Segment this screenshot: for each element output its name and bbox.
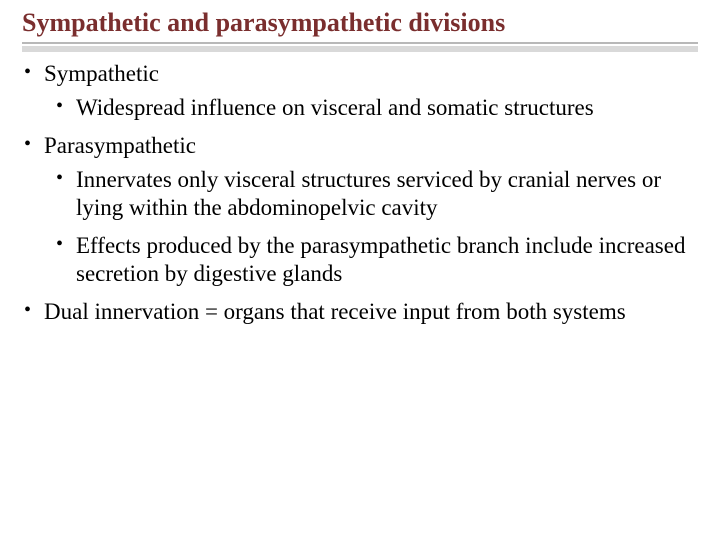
bullet-text: Parasympathetic xyxy=(44,133,196,158)
slide-content: Sympathetic Widespread influence on visc… xyxy=(22,60,698,326)
list-item: Dual innervation = organs that receive i… xyxy=(44,298,698,326)
list-item: Innervates only visceral structures serv… xyxy=(76,166,698,222)
bullet-list-level2: Widespread influence on visceral and som… xyxy=(44,94,698,122)
list-item: Sympathetic Widespread influence on visc… xyxy=(44,60,698,122)
bullet-text: Dual innervation = organs that receive i… xyxy=(44,299,626,324)
slide-container: Sympathetic and parasympathetic division… xyxy=(0,0,720,540)
title-underline xyxy=(22,46,698,52)
list-item: Effects produced by the parasympathetic … xyxy=(76,232,698,288)
list-item: Widespread influence on visceral and som… xyxy=(76,94,698,122)
bullet-text: Sympathetic xyxy=(44,61,159,86)
bullet-text: Effects produced by the parasympathetic … xyxy=(76,233,685,286)
bullet-text: Innervates only visceral structures serv… xyxy=(76,167,661,220)
slide-title: Sympathetic and parasympathetic division… xyxy=(22,8,698,44)
list-item: Parasympathetic Innervates only visceral… xyxy=(44,132,698,288)
bullet-list-level2: Innervates only visceral structures serv… xyxy=(44,166,698,288)
bullet-list-level1: Sympathetic Widespread influence on visc… xyxy=(22,60,698,326)
bullet-text: Widespread influence on visceral and som… xyxy=(76,95,594,120)
